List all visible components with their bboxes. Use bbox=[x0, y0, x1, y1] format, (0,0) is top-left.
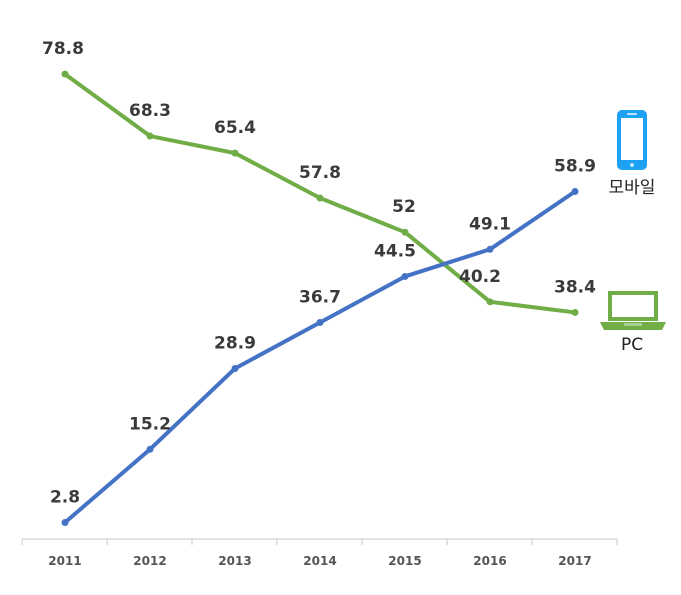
data-label: 40.2 bbox=[459, 267, 501, 287]
data-point bbox=[571, 187, 579, 195]
x-tick-label: 2015 bbox=[388, 554, 421, 568]
series-line-mobile bbox=[63, 189, 577, 525]
data-label: 65.4 bbox=[214, 118, 256, 138]
data-point bbox=[401, 272, 409, 280]
legend-label-mobile: 모바일 bbox=[609, 178, 656, 198]
data-label: 38.4 bbox=[554, 277, 596, 297]
data-point bbox=[401, 228, 409, 236]
data-label: 44.5 bbox=[374, 241, 416, 261]
legend-label-pc: PC bbox=[621, 335, 643, 355]
data-label: 2.8 bbox=[50, 487, 80, 507]
data-point bbox=[146, 445, 154, 453]
data-label: 52 bbox=[392, 197, 416, 217]
x-tick-label: 2014 bbox=[303, 554, 336, 568]
data-label: 68.3 bbox=[129, 101, 171, 121]
series-points bbox=[61, 70, 579, 526]
data-point bbox=[486, 298, 494, 306]
data-label: 15.2 bbox=[129, 414, 171, 434]
x-tick-label: 2016 bbox=[473, 554, 506, 568]
legend-item-pc: PC bbox=[600, 291, 666, 355]
laptop-icon bbox=[600, 291, 666, 330]
data-label: 78.8 bbox=[42, 39, 84, 59]
data-point bbox=[486, 245, 494, 253]
data-point bbox=[61, 70, 69, 78]
data-point bbox=[316, 194, 324, 202]
data-point bbox=[231, 364, 239, 372]
data-point bbox=[146, 132, 154, 140]
smartphone-icon bbox=[617, 110, 647, 170]
x-tick-label: 2013 bbox=[218, 554, 251, 568]
x-tick-label: 2017 bbox=[558, 554, 591, 568]
x-tick-label: 2011 bbox=[48, 554, 81, 568]
x-axis-ticks: 2011 2012 2013 2014 2015 2016 2017 bbox=[21, 539, 618, 568]
data-point bbox=[316, 318, 324, 326]
data-label: 36.7 bbox=[299, 287, 341, 307]
data-point bbox=[61, 518, 69, 526]
data-label: 49.1 bbox=[469, 214, 511, 234]
data-label: 58.9 bbox=[554, 156, 596, 176]
data-labels: 78.8 68.3 65.4 57.8 52 40.2 38.4 2.8 15.2 28.9 36.… bbox=[42, 39, 596, 507]
legend-item-mobile: 모바일 bbox=[609, 110, 656, 198]
data-point bbox=[571, 308, 579, 316]
data-label: 57.8 bbox=[299, 163, 341, 183]
x-tick-label: 2012 bbox=[133, 554, 166, 568]
data-label: 28.9 bbox=[214, 333, 256, 353]
data-point bbox=[231, 149, 239, 157]
